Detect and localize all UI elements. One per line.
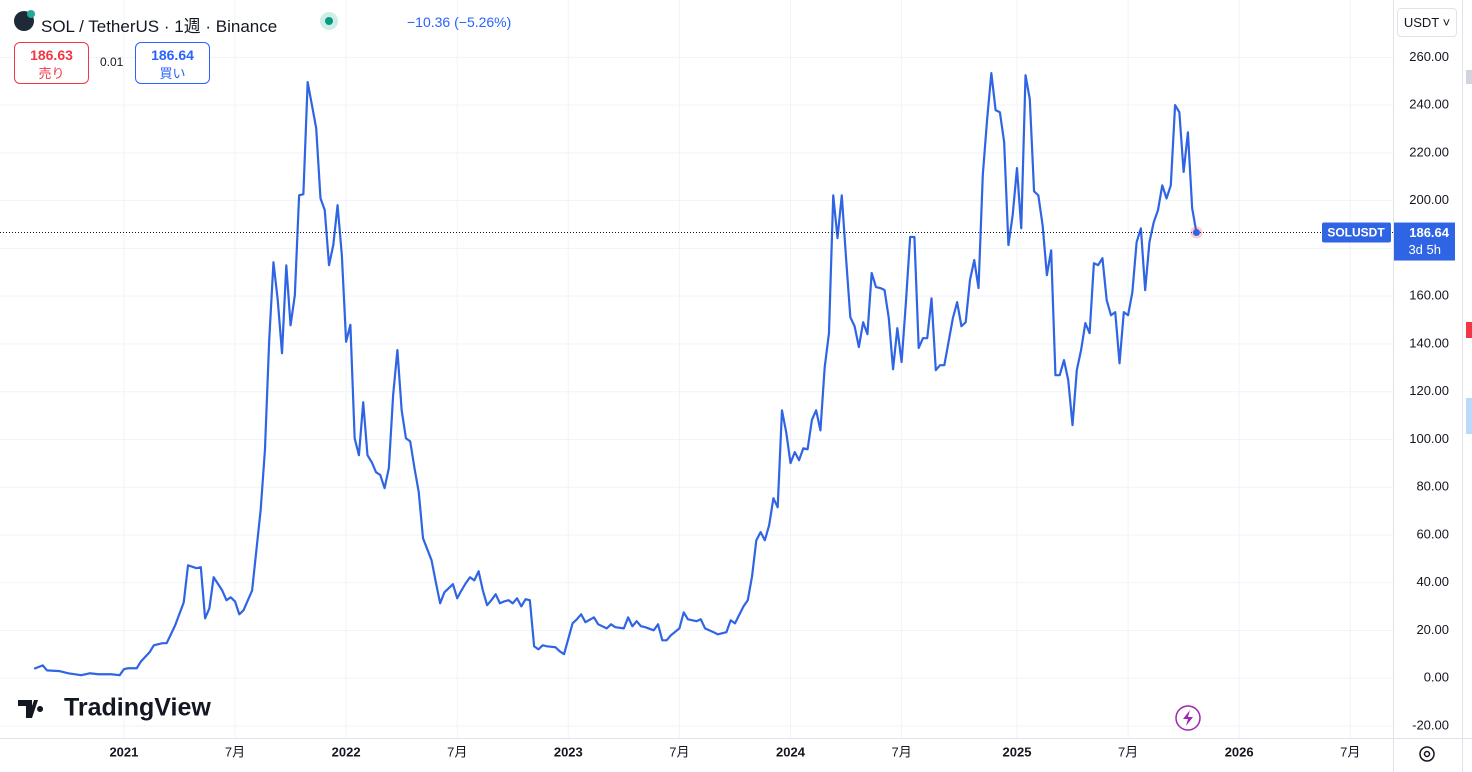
axis-price-tag-value: 186.64 — [1409, 225, 1450, 240]
y-tick-label: 240.00 — [1409, 97, 1449, 112]
symbol-price-tag-label: SOLUSDT — [1327, 226, 1385, 240]
sell-label: 売り — [38, 66, 65, 81]
sell-button[interactable]: 186.63 売り — [14, 42, 89, 84]
y-tick-label: 160.00 — [1409, 288, 1449, 303]
plot-area — [0, 0, 1393, 738]
sell-price: 186.63 — [30, 47, 73, 63]
y-tick-label: 220.00 — [1409, 144, 1449, 159]
x-tick-label: 2022 — [332, 744, 361, 759]
settings-button[interactable] — [1419, 746, 1435, 762]
x-tick-label: 7月 — [891, 744, 911, 759]
symbol-title[interactable]: SOL / TetherUS · 1週 · Binance — [41, 17, 278, 36]
last-point — [1192, 229, 1200, 237]
x-tick-label: 7月 — [1340, 744, 1360, 759]
y-tick-label: 260.00 — [1409, 49, 1449, 64]
x-tick-label: 2023 — [554, 744, 583, 759]
symbol-price-tag — [1322, 222, 1391, 243]
y-tick-label: 20.00 — [1416, 622, 1449, 637]
x-tick-label: 7月 — [225, 744, 245, 759]
x-tick-label: 7月 — [447, 744, 467, 759]
price-line — [33, 71, 1198, 677]
y-tick-label: 80.00 — [1416, 479, 1449, 494]
side-marker — [1466, 322, 1472, 338]
buy-button[interactable]: 186.64 買い — [135, 42, 210, 84]
buy-label: 買い — [159, 66, 186, 81]
y-tick-label: 140.00 — [1409, 335, 1449, 350]
x-tick-label: 2025 — [1003, 744, 1032, 759]
logo-text: TradingView — [64, 694, 211, 722]
spread: 0.01 — [100, 55, 124, 69]
x-tick-label: 2026 — [1225, 744, 1254, 759]
x-tick-label: 2021 — [109, 744, 138, 759]
axis-price-tag-countdown: 3d 5h — [1408, 242, 1441, 257]
symbol-icon-badge — [27, 10, 35, 18]
side-marker — [1466, 70, 1472, 84]
y-tick-label: 100.00 — [1409, 431, 1449, 446]
y-tick-label: -20.00 — [1412, 717, 1449, 732]
y-tick-label: 40.00 — [1416, 574, 1449, 589]
tradingview-logo: TradingView — [18, 694, 211, 722]
price-change: −10.36 (−5.26%) — [407, 14, 512, 30]
currency-label: USDT — [1403, 15, 1439, 30]
y-tick-label: 200.00 — [1409, 192, 1449, 207]
x-tick-label: 7月 — [1118, 744, 1138, 759]
x-tick-label: 7月 — [669, 744, 689, 759]
y-tick-label: 0.00 — [1424, 670, 1449, 685]
y-tick-label: 120.00 — [1409, 383, 1449, 398]
x-tick-label: 2024 — [776, 744, 806, 759]
lightning-button[interactable] — [1175, 705, 1201, 731]
currency-button[interactable]: USDT ˅ — [1397, 8, 1457, 37]
buy-price: 186.64 — [151, 47, 194, 63]
y-tick-label: 60.00 — [1416, 526, 1449, 541]
axis-price-tag — [1394, 222, 1455, 261]
market-status-dot — [325, 17, 333, 25]
side-marker — [1466, 398, 1472, 434]
